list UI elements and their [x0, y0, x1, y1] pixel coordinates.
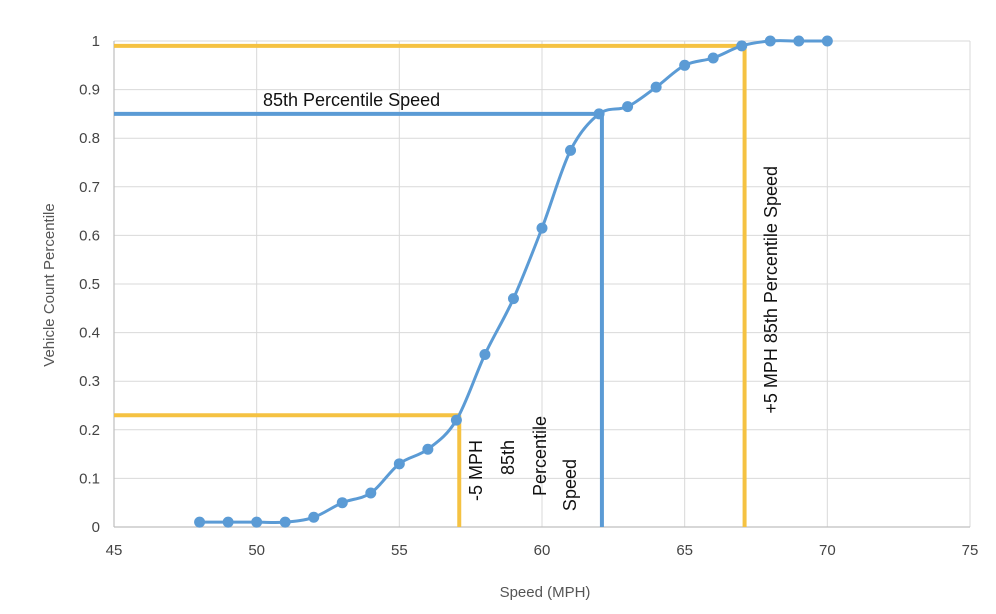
y-tick-label: 0.1: [79, 470, 100, 487]
data-point: [622, 101, 634, 113]
data-point: [793, 35, 805, 47]
series-layer: [194, 35, 833, 528]
data-point: [251, 516, 263, 528]
data-point: [479, 348, 491, 360]
data-point: [393, 458, 405, 470]
plus5-vertical-label: +5 MPH 85th Percentile Speed: [761, 166, 781, 414]
p85-vertical-label-line-1: 85th: [498, 440, 518, 475]
data-point: [679, 59, 691, 71]
y-tick-label: 0: [92, 519, 100, 536]
x-tick-label: 50: [248, 542, 265, 559]
p85-horizontal-label: 85th Percentile Speed: [263, 90, 440, 110]
data-point: [308, 511, 320, 523]
data-point: [279, 516, 291, 528]
reference-lines-layer: [114, 43, 747, 527]
y-tick-label: 0.2: [79, 422, 100, 439]
data-point: [450, 414, 462, 426]
minus5-label: -5 MPH: [466, 440, 486, 501]
x-tick-label: 65: [676, 542, 693, 559]
y-axis-title: Vehicle Count Percentile: [41, 203, 58, 366]
y-tick-label: 0.4: [79, 325, 100, 342]
data-point: [536, 222, 548, 234]
data-point: [507, 293, 519, 305]
data-point: [736, 40, 748, 52]
data-point: [194, 516, 206, 528]
y-tick-label: 0.6: [79, 227, 100, 244]
x-tick-label: 55: [391, 542, 408, 559]
y-tick-label: 1: [92, 33, 100, 50]
data-point: [821, 35, 833, 47]
x-tick-label: 70: [819, 542, 836, 559]
tick-labels-layer: 45 50 55 60 65 70 75 0 0.1 0.2 0.3 0.4 0.5 0.6 0.7 0.8 0…: [79, 33, 978, 559]
data-point: [593, 108, 605, 120]
data-point: [336, 497, 348, 509]
y-tick-label: 0.9: [79, 82, 100, 99]
data-point: [764, 35, 776, 47]
data-point: [365, 487, 377, 499]
data-point: [707, 52, 719, 64]
data-point: [422, 443, 434, 455]
y-tick-label: 0.5: [79, 276, 100, 293]
p85-vertical-label-line-3: Speed: [560, 459, 580, 511]
data-point: [650, 81, 662, 93]
grid-layer: [114, 40, 971, 527]
x-axis-title: Speed (MPH): [500, 584, 591, 601]
data-point: [222, 516, 234, 528]
y-tick-label: 0.8: [79, 130, 100, 147]
y-tick-label: 0.3: [79, 373, 100, 390]
x-tick-label: 75: [962, 542, 979, 559]
y-tick-label: 0.7: [79, 179, 100, 196]
p85-vertical-label-line-2: Percentile: [530, 416, 550, 496]
x-tick-label: 45: [106, 542, 123, 559]
x-tick-label: 60: [534, 542, 551, 559]
data-point: [565, 144, 577, 156]
